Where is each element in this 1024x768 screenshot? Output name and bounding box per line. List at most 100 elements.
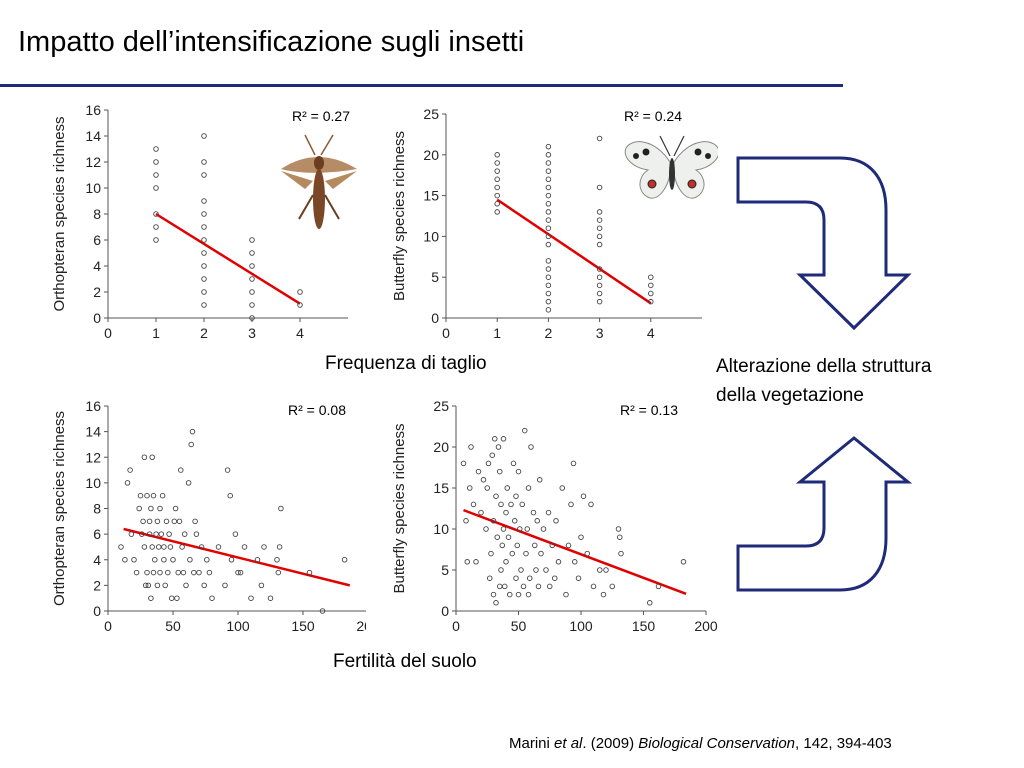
slide-title: Impatto dell’intensificazione sugli inse… [18,26,525,58]
data-point [249,315,255,321]
data-point [171,518,178,525]
data-point [153,159,159,165]
data-point [500,526,507,532]
y-axis-label: Orthopteran species richness [51,116,68,311]
y-tick-label: 8 [93,206,101,222]
data-point [124,480,131,486]
data-point [503,509,509,516]
citation: Marini et al. (2009) Biological Conserva… [509,735,892,752]
y-tick-label: 4 [93,258,101,274]
grasshopper-icon [281,134,357,229]
data-point [201,211,207,217]
data-point [505,534,512,540]
data-point [530,509,537,516]
data-point [596,233,603,240]
data-point [165,569,171,576]
data-point [565,542,572,549]
right-text-line1: Alterazione della struttura [716,356,932,377]
y-tick-label: 16 [85,398,101,414]
data-point [496,468,503,475]
data-point [498,567,504,573]
data-point [551,575,558,581]
data-point [478,509,484,516]
data-point [616,534,623,540]
data-point [249,250,255,256]
data-point [157,505,163,512]
data-point [118,544,124,550]
data-point [494,176,500,183]
data-point [162,582,168,589]
data-point [122,556,128,563]
data-point [494,209,500,215]
data-point [596,274,603,280]
fit-line [463,508,687,595]
data-point [127,467,133,473]
data-point [590,583,597,590]
x-tick-label: 3 [248,325,256,341]
data-point [494,152,500,158]
data-point [267,595,274,601]
data-point [254,556,261,563]
data-point [485,460,492,467]
data-point [655,583,662,590]
y-tick-label: 2 [93,577,101,593]
y-tick-label: 10 [433,521,449,537]
data-point [584,550,590,557]
data-point [536,477,543,483]
data-point [578,534,584,540]
data-point [575,575,582,581]
data-point [209,595,215,601]
data-point [494,160,500,166]
data-point [201,237,207,243]
data-point [188,441,194,448]
orthopteran-fertility-scatter: 0 2 4 6 8 10 12 14 16 0 50 100 150 200 Orthopteran spe… [51,398,366,634]
data-point [249,289,255,295]
data-point [534,518,540,524]
data-point [170,556,176,563]
data-point [464,559,470,565]
x-tick-label: 3 [596,325,604,341]
data-point [596,241,603,248]
data-point [600,591,607,598]
y-tick-label: 5 [441,562,449,578]
data-point [509,550,515,557]
x-tick-label: 0 [104,325,112,341]
data-point [185,480,192,486]
x-tick-label: 1 [493,325,501,341]
x-tick-label: 0 [442,325,450,341]
data-point [491,436,498,442]
data-point [153,531,159,537]
y-tick-label: 8 [93,501,101,517]
data-point [648,282,654,289]
data-point [157,569,163,576]
data-point [183,582,189,589]
x-tick-label: 0 [104,618,112,634]
data-point [596,298,603,305]
r2-label: R² = 0.24 [624,108,682,124]
data-point [261,544,267,550]
data-point [490,518,497,524]
data-point [153,172,159,178]
vegetation-structure-text: Alterazione della struttura della vegeta… [716,352,931,410]
data-point [568,501,574,508]
x-tick-label: 100 [226,618,250,634]
r2-label: R² = 0.13 [620,402,678,418]
data-point [154,582,161,589]
data-point [146,531,153,537]
y-tick-label: 16 [85,102,101,118]
data-point [480,477,487,483]
data-point [580,493,587,499]
data-point [545,217,552,223]
data-point [150,492,157,499]
data-point [503,559,509,565]
data-point [545,233,552,240]
r2-label: R² = 0.08 [288,402,346,418]
data-point [136,505,142,512]
data-point [528,444,534,450]
data-point [181,531,188,537]
data-point [297,289,303,295]
data-point [341,556,348,563]
data-point [187,556,193,563]
data-point [228,556,235,563]
